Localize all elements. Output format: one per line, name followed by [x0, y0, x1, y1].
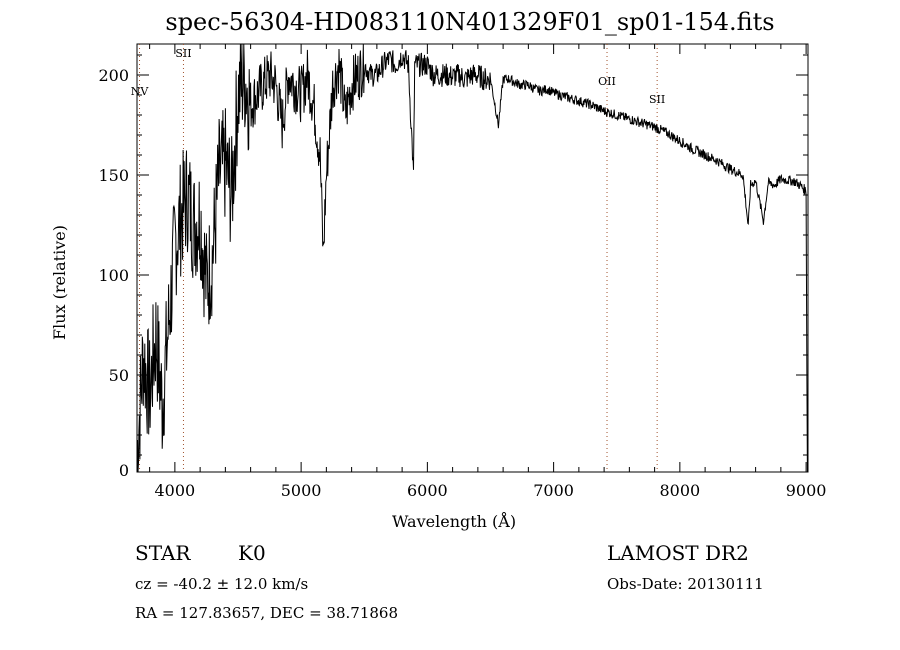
redshift-text: cz = -40.2 ± 12.0 km/s: [135, 575, 309, 593]
line-marker-label: OII: [598, 75, 616, 88]
x-tick-label: 8000: [660, 481, 701, 500]
line-marker-label: NV: [131, 85, 150, 98]
x-tick-label: 7000: [533, 481, 574, 500]
y-tick-label: 200: [98, 66, 129, 85]
y-tick-label: 50: [109, 366, 129, 385]
x-axis-label: Wavelength (Å): [392, 512, 517, 531]
line-marker-label: SII: [649, 93, 665, 106]
y-tick-label: 0: [119, 461, 129, 480]
subclass: K0: [238, 541, 266, 565]
x-tick-label: 5000: [281, 481, 322, 500]
x-tick-label: 9000: [786, 481, 827, 500]
survey-label: LAMOST DR2: [607, 541, 749, 565]
y-axis-label: Flux (relative): [50, 225, 69, 340]
chart-title: spec-56304-HD083110N401329F01_sp01-154.f…: [165, 8, 775, 36]
y-tick-label: 100: [98, 266, 129, 285]
obs-date: Obs-Date: 20130111: [607, 575, 764, 593]
spectrum-line: [136, 43, 808, 473]
line-marker-label: SII: [175, 47, 191, 60]
x-tick-label: 4000: [155, 481, 196, 500]
x-tick-label: 6000: [407, 481, 448, 500]
object-class: STAR: [135, 541, 191, 565]
coordinates: RA = 127.83657, DEC = 38.71868: [135, 604, 399, 622]
plot-frame: [136, 43, 809, 473]
y-tick-label: 150: [98, 166, 129, 185]
